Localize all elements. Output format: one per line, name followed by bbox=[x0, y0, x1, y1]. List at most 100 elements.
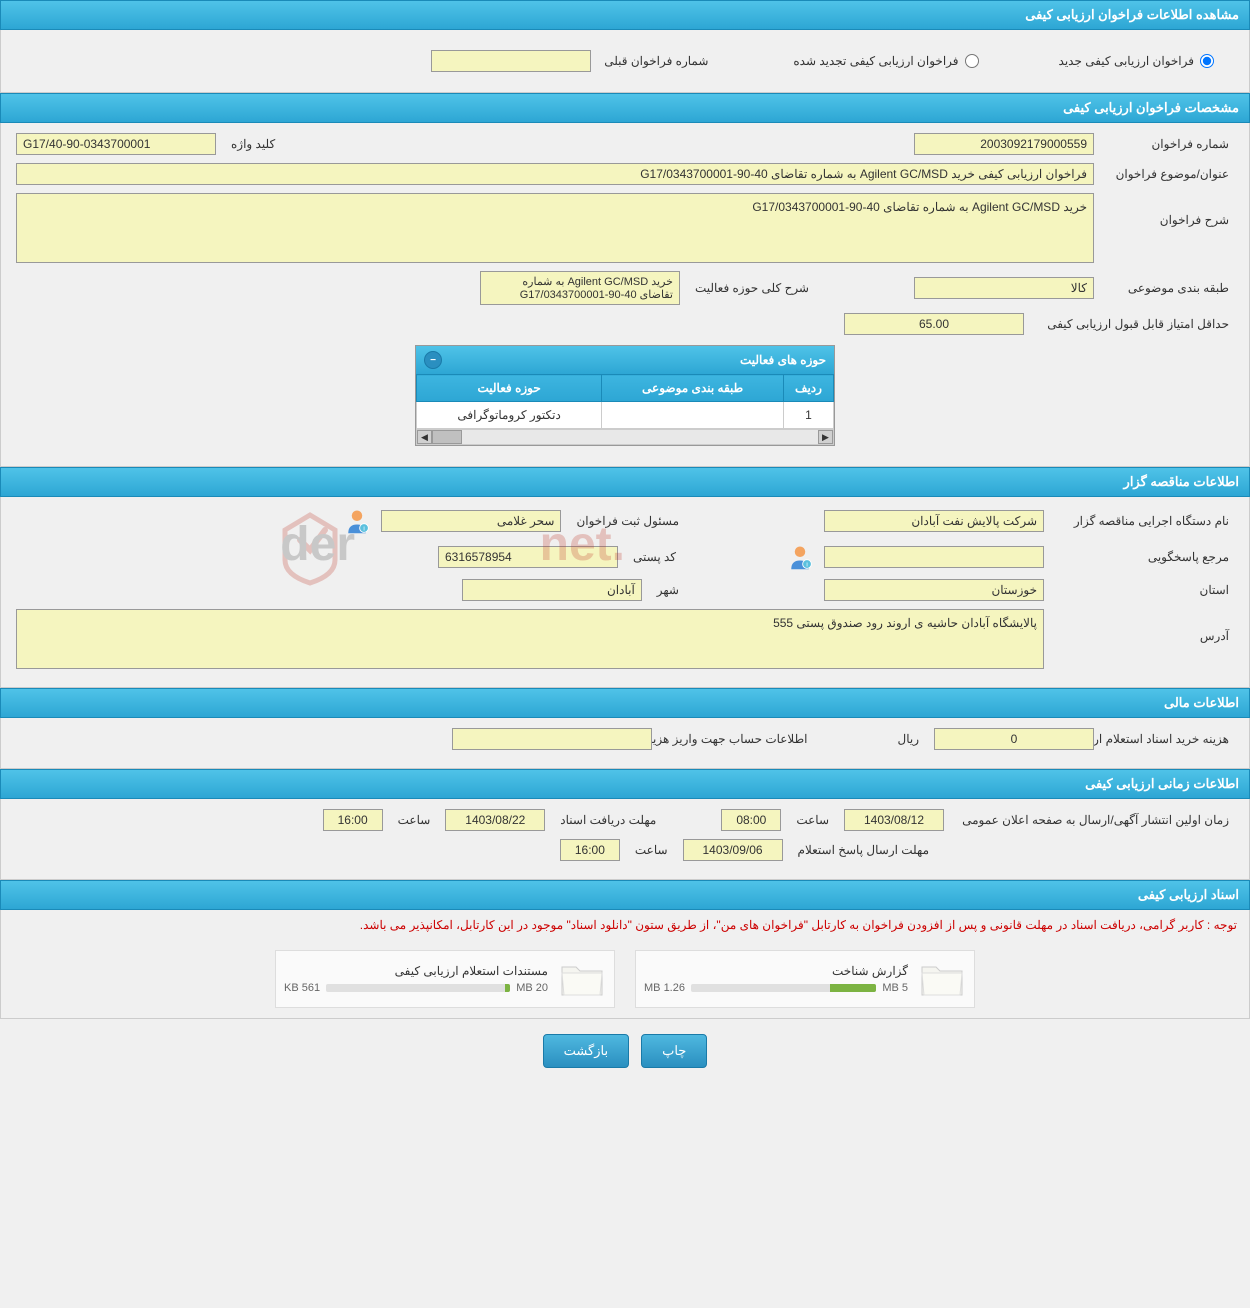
radio-renewed-call-input[interactable] bbox=[965, 54, 979, 68]
receive-label: مهلت دریافت اسناد bbox=[555, 813, 661, 827]
radio-new-call-input[interactable] bbox=[1200, 54, 1214, 68]
specs-body: شماره فراخوان 2003092179000559 کلید واژه… bbox=[0, 123, 1250, 467]
keyword-field: G17/40-90-0343700001 bbox=[16, 133, 216, 155]
scroll-left-icon[interactable]: ◀ bbox=[417, 430, 432, 444]
response-time-label: ساعت bbox=[630, 843, 673, 857]
province-label: استان bbox=[1054, 583, 1234, 597]
folder-icon bbox=[558, 959, 606, 999]
person-icon: i bbox=[786, 543, 814, 571]
tenderer-header: اطلاعات مناقصه گزار bbox=[0, 467, 1250, 497]
receive-time-field: 16:00 bbox=[323, 809, 383, 831]
currency-label: ریال bbox=[892, 732, 924, 746]
postal-label: کد پستی bbox=[628, 550, 681, 564]
category-field: کالا bbox=[914, 277, 1094, 299]
city-field: آبادان bbox=[462, 579, 642, 601]
prev-call-label: شماره فراخوان قبلی bbox=[599, 54, 713, 68]
activity-table-title: حوزه های فعالیت bbox=[740, 353, 826, 367]
svg-text:i: i bbox=[364, 526, 365, 533]
horizontal-scrollbar[interactable]: ▶ ◀ bbox=[416, 429, 834, 445]
city-label: شهر bbox=[652, 583, 684, 597]
page-title: مشاهده اطلاعات فراخوان ارزیابی کیفی bbox=[1025, 7, 1239, 22]
radio-renewed-call-label: فراخوان ارزیابی کیفی تجدید شده bbox=[793, 54, 958, 68]
tenderer-body: نام دستگاه اجرایی مناقصه گزار شرکت پالای… bbox=[0, 497, 1250, 688]
cost-label: هزینه خرید اسناد استعلام ارزیابی کیفی bbox=[1104, 732, 1234, 746]
cost-field: 0 bbox=[934, 728, 1094, 750]
response-label: مهلت ارسال پاسخ استعلام bbox=[793, 843, 934, 857]
radio-new-call[interactable]: فراخوان ارزیابی کیفی جدید bbox=[1059, 54, 1214, 68]
address-label: آدرس bbox=[1054, 609, 1234, 643]
collapse-icon[interactable]: − bbox=[424, 351, 442, 369]
back-button[interactable]: بازگشت bbox=[543, 1034, 629, 1068]
description-label: شرح فراخوان bbox=[1104, 193, 1234, 227]
cell-category bbox=[602, 402, 784, 429]
file-bar-fill-1 bbox=[505, 984, 511, 992]
print-button[interactable]: چاپ bbox=[641, 1034, 707, 1068]
radio-new-call-label: فراخوان ارزیابی کیفی جدید bbox=[1059, 54, 1194, 68]
financial-body: هزینه خرید اسناد استعلام ارزیابی کیفی 0 … bbox=[0, 718, 1250, 769]
min-score-field: 65.00 bbox=[844, 313, 1024, 335]
publish-label: زمان اولین انتشار آگهی/ارسال به صفحه اعل… bbox=[954, 813, 1234, 827]
publish-date-field: 1403/08/12 bbox=[844, 809, 944, 831]
min-score-label: حداقل امتیاز قابل قبول ارزیابی کیفی bbox=[1034, 317, 1234, 331]
response-time-field: 16:00 bbox=[560, 839, 620, 861]
file-box-0[interactable]: گزارش شناخت 5 MB 1.26 MB bbox=[635, 950, 975, 1008]
description-field: خرید Agilent GC/MSD به شماره تقاضای G17/… bbox=[16, 193, 1094, 263]
timing-title: اطلاعات زمانی ارزیابی کیفی bbox=[1085, 776, 1239, 791]
file-title-0: گزارش شناخت bbox=[644, 964, 908, 978]
financial-title: اطلاعات مالی bbox=[1164, 695, 1239, 710]
file-max-0: 5 MB bbox=[882, 982, 908, 994]
folder-icon bbox=[918, 959, 966, 999]
timing-body: زمان اولین انتشار آگهی/ارسال به صفحه اعل… bbox=[0, 799, 1250, 880]
file-box-1[interactable]: مستندات استعلام ارزیابی کیفی 20 MB 561 K… bbox=[275, 950, 615, 1008]
org-label: نام دستگاه اجرایی مناقصه گزار bbox=[1054, 514, 1234, 528]
registrar-field: سحر غلامی bbox=[381, 510, 561, 532]
specs-header: مشخصات فراخوان ارزیابی کیفی bbox=[0, 93, 1250, 123]
notice-text: توجه : کاربر گرامی، دریافت اسناد در مهلت… bbox=[1, 910, 1249, 940]
address-field: پالایشگاه آبادان حاشیه ی اروند رود صندوق… bbox=[16, 609, 1044, 669]
col-category: طبقه بندی موضوعی bbox=[602, 375, 784, 402]
contact-label: مرجع پاسخگویی bbox=[1054, 550, 1234, 564]
radio-renewed-call[interactable]: فراخوان ارزیابی کیفی تجدید شده bbox=[793, 54, 978, 68]
category-label: طبقه بندی موضوعی bbox=[1104, 281, 1234, 295]
subject-label: عنوان/موضوع فراخوان bbox=[1104, 167, 1234, 181]
file-title-1: مستندات استعلام ارزیابی کیفی bbox=[284, 964, 548, 978]
person-icon: i bbox=[343, 507, 371, 535]
receive-date-field: 1403/08/22 bbox=[445, 809, 545, 831]
file-bar-fill-0 bbox=[830, 984, 876, 992]
cell-rownum: 1 bbox=[784, 402, 834, 429]
receive-time-label: ساعت bbox=[393, 813, 436, 827]
timing-header: اطلاعات زمانی ارزیابی کیفی bbox=[0, 769, 1250, 799]
call-type-section: فراخوان ارزیابی کیفی جدید فراخوان ارزیاب… bbox=[0, 30, 1250, 93]
org-field: شرکت پالایش نفت آبادان bbox=[824, 510, 1044, 532]
specs-title: مشخصات فراخوان ارزیابی کیفی bbox=[1063, 100, 1239, 115]
activity-summary-field: خرید Agilent GC/MSD به شماره تقاضای 40-9… bbox=[480, 271, 680, 305]
account-field bbox=[452, 728, 652, 750]
account-label: اطلاعات حساب جهت واریز هزینه خرید اسناد bbox=[662, 732, 812, 746]
page-title-bar: مشاهده اطلاعات فراخوان ارزیابی کیفی bbox=[0, 0, 1250, 30]
cell-activity: دتکتور کروماتوگرافی bbox=[417, 402, 602, 429]
scroll-thumb[interactable] bbox=[432, 430, 462, 444]
call-number-field: 2003092179000559 bbox=[914, 133, 1094, 155]
documents-title: اسناد ارزیابی کیفی bbox=[1138, 887, 1239, 902]
col-activity: حوزه فعالیت bbox=[417, 375, 602, 402]
documents-body: توجه : کاربر گرامی، دریافت اسناد در مهلت… bbox=[0, 910, 1250, 1019]
postal-field: 6316578954 bbox=[438, 546, 618, 568]
keyword-label: کلید واژه bbox=[226, 137, 280, 151]
activity-table: حوزه های فعالیت − ردیف طبقه بندی موضوعی … bbox=[415, 345, 835, 446]
button-row: چاپ بازگشت bbox=[0, 1019, 1250, 1083]
registrar-label: مسئول ثبت فراخوان bbox=[571, 514, 684, 528]
file-size-1: 561 KB bbox=[284, 982, 320, 994]
activity-summary-label: شرح کلی حوزه فعالیت bbox=[690, 281, 814, 295]
prev-call-field bbox=[431, 50, 591, 72]
file-size-0: 1.26 MB bbox=[644, 982, 685, 994]
publish-time-field: 08:00 bbox=[721, 809, 781, 831]
financial-header: اطلاعات مالی bbox=[0, 688, 1250, 718]
province-field: خوزستان bbox=[824, 579, 1044, 601]
scroll-right-icon[interactable]: ▶ bbox=[818, 430, 833, 444]
table-row: 1 دتکتور کروماتوگرافی bbox=[417, 402, 834, 429]
tenderer-title: اطلاعات مناقصه گزار bbox=[1124, 474, 1239, 489]
documents-header: اسناد ارزیابی کیفی bbox=[0, 880, 1250, 910]
file-max-1: 20 MB bbox=[516, 982, 548, 994]
call-number-label: شماره فراخوان bbox=[1104, 137, 1234, 151]
svg-text:i: i bbox=[806, 562, 807, 569]
